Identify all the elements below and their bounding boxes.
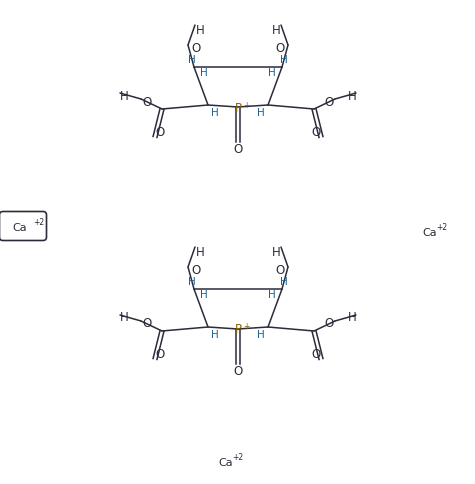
Text: O: O	[191, 43, 200, 55]
Text: O: O	[142, 317, 152, 330]
Text: +: +	[243, 100, 249, 109]
Text: O: O	[233, 365, 243, 378]
FancyBboxPatch shape	[0, 212, 47, 241]
Text: H: H	[188, 276, 196, 287]
Text: H: H	[200, 68, 208, 78]
Text: Ca: Ca	[218, 457, 233, 467]
Text: +2: +2	[436, 223, 447, 232]
Text: O: O	[142, 95, 152, 108]
Text: O: O	[276, 264, 285, 277]
Text: P: P	[235, 101, 241, 114]
Text: +2: +2	[232, 453, 243, 462]
Text: H: H	[196, 246, 204, 259]
Text: P: P	[235, 323, 241, 336]
Text: H: H	[268, 68, 276, 78]
Text: H: H	[188, 55, 196, 65]
Text: H: H	[211, 108, 219, 118]
Text: H: H	[348, 311, 356, 324]
Text: H: H	[257, 108, 265, 118]
Text: O: O	[324, 317, 333, 330]
Text: Ca: Ca	[13, 223, 28, 232]
Text: O: O	[312, 348, 321, 361]
Text: +: +	[243, 322, 249, 331]
Text: O: O	[312, 126, 321, 139]
Text: H: H	[272, 246, 280, 259]
Text: O: O	[155, 348, 165, 361]
Text: H: H	[120, 90, 128, 102]
Text: O: O	[233, 143, 243, 156]
Text: O: O	[191, 264, 200, 277]
Text: H: H	[257, 329, 265, 339]
Text: H: H	[268, 289, 276, 300]
Text: H: H	[200, 289, 208, 300]
Text: H: H	[348, 90, 356, 102]
Text: H: H	[196, 25, 204, 37]
Text: O: O	[276, 43, 285, 55]
Text: H: H	[280, 276, 288, 287]
Text: H: H	[211, 329, 219, 339]
Text: +2: +2	[33, 218, 44, 227]
Text: H: H	[280, 55, 288, 65]
Text: O: O	[324, 95, 333, 108]
Text: H: H	[120, 311, 128, 324]
Text: O: O	[155, 126, 165, 139]
Text: H: H	[272, 25, 280, 37]
Text: Ca: Ca	[422, 227, 437, 238]
